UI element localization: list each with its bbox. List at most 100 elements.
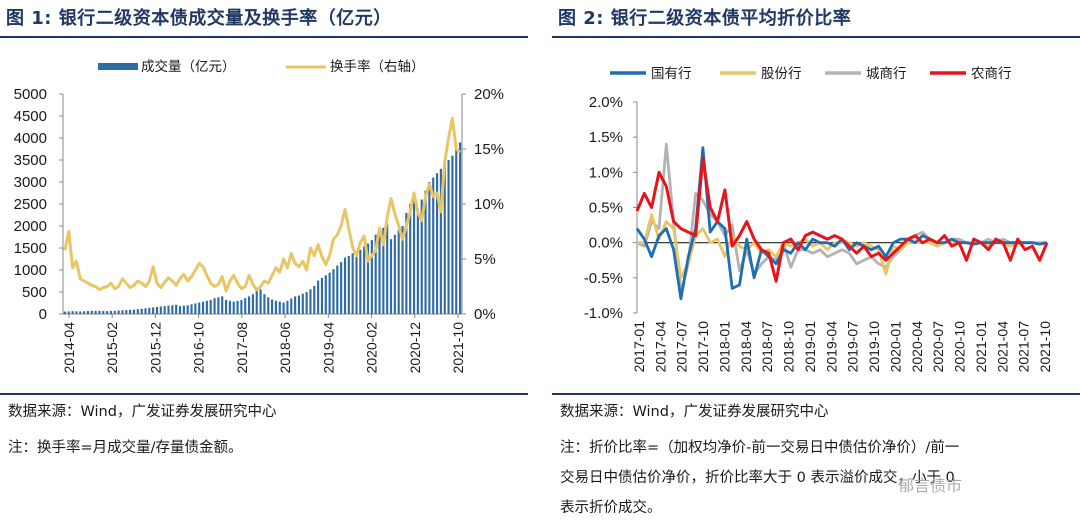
y-left-tick-label: 3500 xyxy=(14,152,47,169)
volume-bar xyxy=(309,289,312,314)
volume-bar xyxy=(113,310,116,314)
volume-bar xyxy=(347,255,350,314)
volume-bar xyxy=(86,310,90,314)
volume-bar xyxy=(428,182,431,314)
volume-bar xyxy=(106,311,109,314)
x-tick-label: 2020-10 xyxy=(952,321,968,373)
chart1-bars xyxy=(63,142,462,314)
volume-bar xyxy=(67,311,70,314)
x-tick-label: 2016-10 xyxy=(191,322,207,374)
x-tick-label: 2015-02 xyxy=(104,322,120,374)
y-left-tick-label: 0 xyxy=(39,306,47,323)
volume-bar xyxy=(397,230,400,314)
volume-bar xyxy=(416,208,419,314)
y-tick-label: 0.0% xyxy=(589,235,623,252)
y-left-tick-label: 1500 xyxy=(14,240,47,257)
y-left-tick-label: 1000 xyxy=(14,262,47,279)
x-tick-label: 2021-07 xyxy=(1016,321,1032,373)
x-tick-label: 2021-04 xyxy=(994,321,1010,373)
chart2-legend: 国有行 股份行 城商行 农商行 xyxy=(610,66,1012,82)
figure-2-note-line-2: 交易日中债估价净价，折价比率大于 0 表示溢价成交，小于 0 xyxy=(560,470,955,486)
volume-bar xyxy=(163,306,166,314)
y-tick-label: -0.5% xyxy=(584,270,623,287)
y-left-tick-label: 2000 xyxy=(14,218,47,235)
volume-bar xyxy=(129,309,132,314)
volume-bar xyxy=(340,262,343,314)
x-tick-label: 2018-06 xyxy=(277,322,293,374)
x-tick-label: 2017-10 xyxy=(695,321,711,373)
figure-1-note: 注：换手率=月成交量/存量债金额。 xyxy=(8,440,243,456)
volume-bar xyxy=(217,297,220,314)
nongshang-line xyxy=(635,156,1049,283)
volume-bar xyxy=(178,306,182,314)
volume-bar xyxy=(259,289,262,314)
x-tick-label: 2020-04 xyxy=(909,321,925,373)
volume-bar xyxy=(71,311,74,314)
legend-guoyou-label: 国有行 xyxy=(651,66,692,82)
legend-turnover-label: 换手率（右轴） xyxy=(330,58,425,75)
volume-bar xyxy=(90,310,93,314)
discount-ratio-chart: -1.0% -0.5% 0.0% 0.5% 1.0% 1.5% 2.0% 2017-01 201… xyxy=(584,66,1053,373)
volume-bar xyxy=(144,308,147,314)
volume-bar xyxy=(305,292,308,314)
x-tick-label: 2018-01 xyxy=(716,321,732,373)
volume-bar xyxy=(190,304,193,314)
volume-bar xyxy=(370,240,373,314)
y-right-tick-label: 20% xyxy=(474,86,504,103)
volume-bar xyxy=(221,296,224,314)
x-tick-label: 2018-04 xyxy=(738,321,754,373)
volume-bar xyxy=(182,305,185,314)
y-left-tick-label: 3000 xyxy=(14,174,47,191)
y-left-tick-label: 2500 xyxy=(14,196,47,213)
guoyou-line xyxy=(635,146,1048,301)
volume-bar xyxy=(209,299,212,314)
volume-bar xyxy=(432,177,435,314)
volume-bar xyxy=(63,311,66,314)
y-tick-label: -1.0% xyxy=(584,305,623,322)
volume-bar xyxy=(267,297,270,314)
y-right-tick-label: 0% xyxy=(474,306,496,323)
y-left-tick-label: 500 xyxy=(22,284,47,301)
volume-bar xyxy=(420,199,423,314)
source-rule xyxy=(0,393,528,395)
volume-bar xyxy=(140,308,143,314)
volume-bar xyxy=(294,296,297,314)
x-tick-label: 2018-10 xyxy=(781,321,797,373)
volume-bar xyxy=(94,310,97,314)
x-tick-label: 2018-07 xyxy=(759,321,775,373)
x-tick-label: 2020-01 xyxy=(887,321,903,373)
volume-turnover-chart: 0 500 1000 1500 2000 2500 3000 3500 4000 4500 5000… xyxy=(14,58,504,374)
volume-bar xyxy=(109,310,113,314)
volume-bar xyxy=(201,301,205,314)
volume-bar xyxy=(389,239,393,314)
volume-bar xyxy=(290,298,293,314)
volume-bar xyxy=(386,224,389,314)
y-left-tick-label: 5000 xyxy=(14,86,47,103)
volume-bar xyxy=(317,280,320,314)
figure-2-note-line-3: 表示折价成交。 xyxy=(560,500,662,516)
figure-1-title: 图 1: 银行二级资本债成交量及换手率（亿元） xyxy=(6,8,392,29)
y-right-tick-label: 15% xyxy=(474,141,504,158)
volume-bar xyxy=(286,300,289,314)
x-tick-label: 2019-04 xyxy=(823,321,839,373)
volume-bar xyxy=(167,305,170,314)
x-tick-label: 2014-04 xyxy=(61,322,77,374)
volume-bar xyxy=(186,305,189,314)
volume-bar xyxy=(455,146,458,314)
y-right-tick-label: 10% xyxy=(474,196,504,213)
legend-chengshang-label: 城商行 xyxy=(866,66,907,82)
volume-bar xyxy=(351,253,354,314)
volume-bar xyxy=(205,300,208,314)
volume-bar xyxy=(363,246,366,314)
x-tick-label: 2017-08 xyxy=(234,322,250,374)
volume-bar xyxy=(247,296,251,314)
volume-bar xyxy=(79,311,82,314)
volume-bar xyxy=(251,294,254,314)
volume-bar xyxy=(98,310,101,314)
y-tick-label: 1.0% xyxy=(589,164,623,181)
x-tick-label: 2020-07 xyxy=(930,321,946,373)
volume-bar xyxy=(175,304,178,314)
y-tick-label: 0.5% xyxy=(589,200,623,217)
x-tick-label: 2019-04 xyxy=(320,322,336,374)
title-rule xyxy=(0,36,528,38)
